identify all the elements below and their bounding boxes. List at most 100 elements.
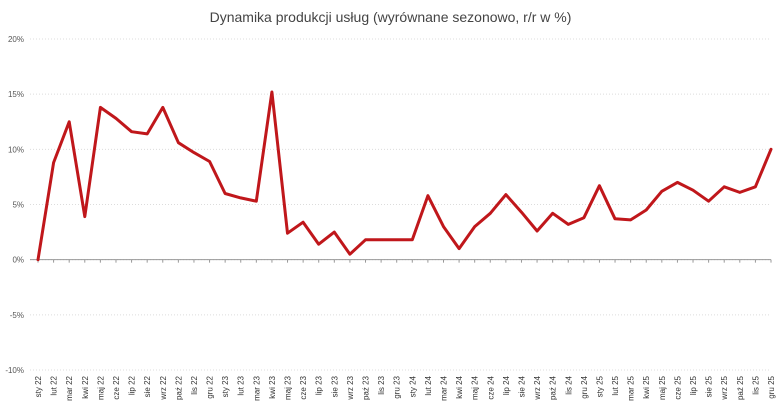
data-point — [301, 220, 305, 224]
y-tick-label: 10% — [8, 145, 24, 154]
x-tick-label: lis 22 — [190, 375, 199, 394]
chart-title: Dynamika produkcji usług (wyrównane sezo… — [209, 9, 572, 25]
x-tick-label: lut 22 — [50, 375, 59, 395]
data-point — [707, 199, 710, 203]
data-point — [223, 192, 227, 195]
x-tick-label: wrz 22 — [159, 375, 168, 400]
data-point — [333, 230, 336, 234]
x-tick-label: cze 22 — [112, 375, 121, 399]
y-tick-label: -10% — [5, 366, 24, 375]
x-tick-label: mar 23 — [252, 375, 261, 400]
data-point — [504, 193, 508, 196]
x-tick-label: maj 23 — [284, 375, 293, 400]
x-tick-label: kwi 22 — [81, 375, 90, 398]
x-tick-label: lut 24 — [424, 375, 433, 395]
data-point — [426, 194, 430, 197]
x-tick-label: sty 25 — [595, 375, 604, 397]
x-tick-label: kwi 23 — [268, 375, 277, 398]
data-point — [613, 217, 617, 221]
x-tick-label: lip 24 — [502, 375, 511, 395]
data-point — [535, 229, 539, 233]
data-point — [145, 132, 149, 136]
data-point — [99, 106, 102, 109]
x-tick-label: kwi 25 — [642, 375, 651, 398]
data-point — [411, 238, 414, 242]
data-point — [598, 184, 601, 187]
x-tick-label: kwi 24 — [455, 375, 464, 398]
x-tick-label: sie 25 — [705, 375, 714, 397]
data-point — [208, 160, 211, 163]
x-tick-label: lut 25 — [611, 375, 620, 395]
x-tick-label: maj 22 — [96, 375, 105, 400]
data-point — [239, 196, 242, 200]
data-point — [691, 188, 695, 192]
data-point — [520, 211, 523, 214]
data-point — [286, 231, 289, 235]
x-tick-label: gru 25 — [767, 375, 776, 398]
data-point — [676, 181, 679, 184]
x-tick-label: mar 24 — [439, 375, 448, 400]
data-point — [36, 258, 40, 261]
y-axis: -10% -5% 0% 5% 10% 15% 20% — [5, 35, 24, 375]
x-tick-label: mar 22 — [65, 375, 74, 400]
x-tick-label: wrz 24 — [533, 375, 542, 400]
x-tick-label: lis 23 — [377, 375, 386, 394]
data-point — [379, 238, 383, 242]
x-tick-label: gru 22 — [206, 375, 215, 398]
x-tick-label: sty 24 — [408, 375, 417, 397]
data-point — [723, 185, 726, 189]
data-point — [582, 216, 586, 219]
x-tick-label: paź 23 — [362, 375, 371, 400]
x-tick-label: cze 25 — [673, 375, 682, 399]
y-tick-label: 0% — [12, 256, 24, 265]
grid-lines — [30, 38, 771, 371]
data-point — [489, 212, 492, 215]
x-tick-label: paź 22 — [174, 375, 183, 400]
x-tick-label: gru 23 — [393, 375, 402, 398]
data-point — [192, 151, 196, 154]
y-tick-label: 15% — [8, 90, 24, 99]
data-point — [769, 148, 773, 151]
data-point — [629, 218, 632, 222]
data-point — [473, 225, 476, 228]
x-tick-label: lip 22 — [128, 375, 137, 395]
x-tick-label: wrz 23 — [346, 375, 355, 400]
data-point — [645, 208, 648, 212]
data-point — [67, 120, 71, 123]
series-layer — [36, 90, 773, 262]
x-tick-label: sty 22 — [34, 375, 43, 397]
x-tick-label: paź 24 — [549, 375, 558, 400]
x-tick-label: paź 25 — [736, 375, 745, 400]
x-tick-label: lis 24 — [564, 375, 573, 394]
data-point — [317, 243, 320, 246]
x-tick-label: mar 25 — [627, 375, 636, 400]
x-tick-label: cze 24 — [486, 375, 495, 399]
series-line — [36, 90, 773, 262]
data-point — [114, 117, 118, 120]
data-point — [660, 190, 664, 193]
data-point — [364, 238, 367, 242]
data-point — [442, 225, 445, 228]
x-tick-label: cze 23 — [299, 375, 308, 399]
x-tick-label: maj 25 — [658, 375, 667, 400]
data-point — [83, 215, 86, 218]
data-point — [52, 161, 55, 164]
y-tick-label: 20% — [8, 35, 24, 44]
data-point — [754, 185, 757, 189]
data-point — [270, 90, 274, 94]
x-axis: sty 22 lut 22 mar 22 kwi 22 maj 22 cze 22 lip … — [30, 259, 776, 401]
data-point — [567, 223, 570, 226]
x-tick-label: lut 23 — [237, 375, 246, 395]
data-point — [457, 247, 461, 250]
x-tick-label: lip 25 — [689, 375, 698, 395]
x-tick-label: lis 25 — [751, 375, 760, 394]
x-tick-label: gru 24 — [580, 375, 589, 398]
data-point — [551, 212, 554, 215]
data-point — [255, 199, 258, 203]
x-tick-label: sty 23 — [221, 375, 230, 397]
x-tick-label: sie 24 — [517, 375, 526, 397]
x-tick-label: sie 23 — [330, 375, 339, 397]
x-tick-label: lip 23 — [315, 375, 324, 395]
x-tick-label: maj 24 — [471, 375, 480, 400]
